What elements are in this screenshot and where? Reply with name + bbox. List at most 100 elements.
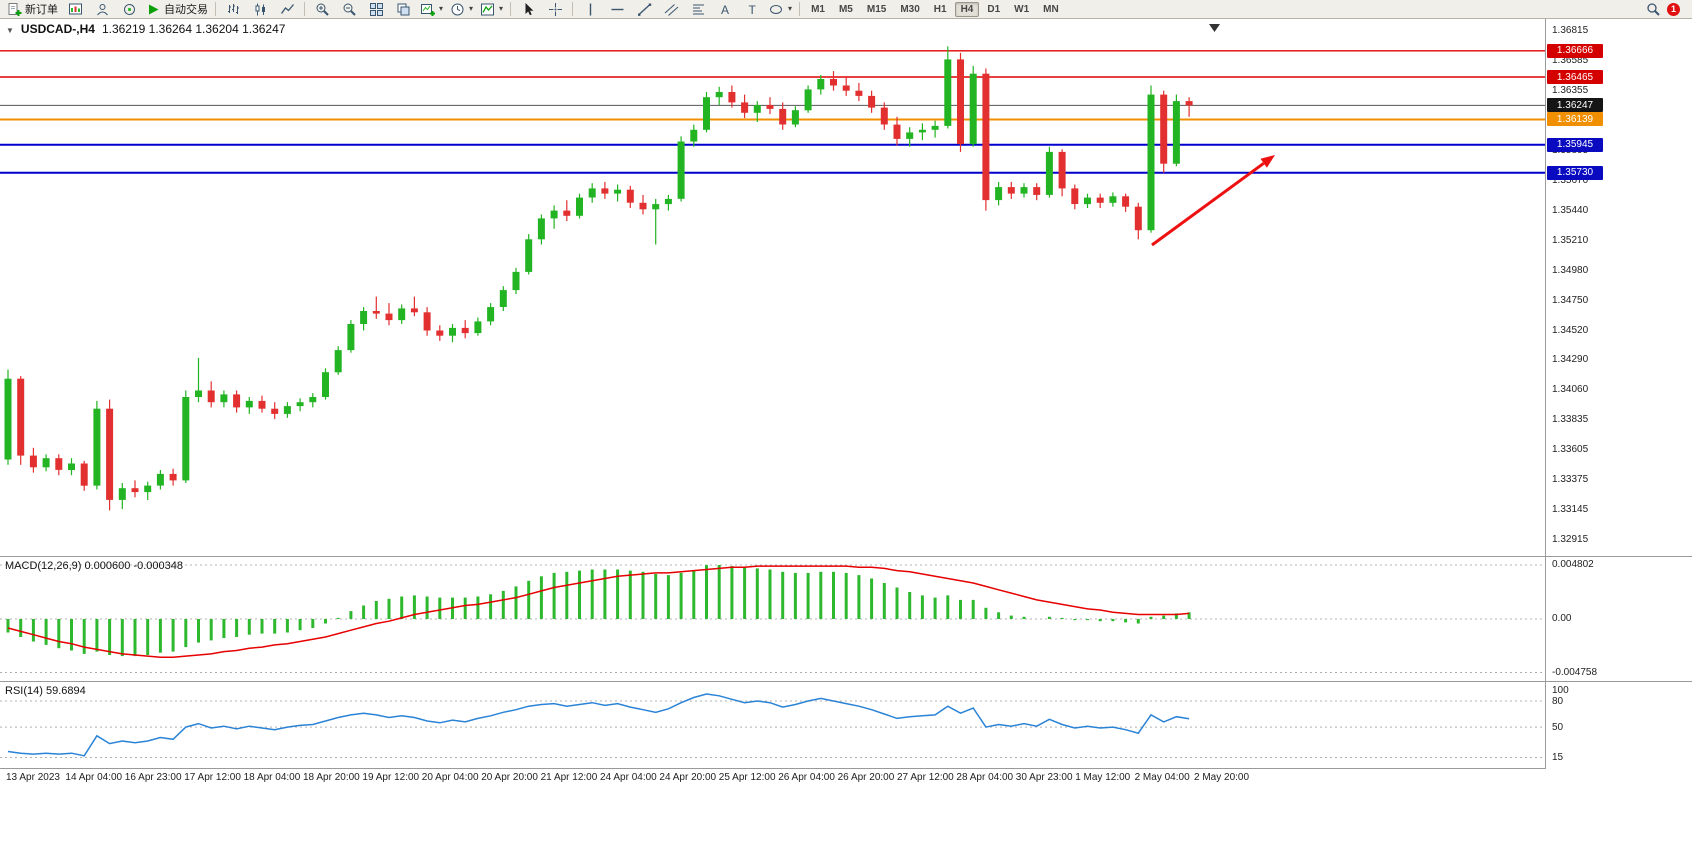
panel-separator[interactable]: [0, 556, 1692, 557]
rsi-axis-label: 100: [1552, 685, 1569, 696]
candlestick-mode-button[interactable]: [247, 0, 273, 19]
candle-body: [969, 73, 977, 145]
vertical-line-tool-button[interactable]: [577, 0, 603, 19]
timeframe-mn-button[interactable]: MN: [1043, 3, 1059, 15]
candle-body: [233, 394, 241, 408]
main-price-chart[interactable]: [0, 19, 1545, 556]
candle-body: [779, 108, 787, 125]
zoom-in-button[interactable]: [309, 0, 335, 19]
shapes-icon: [770, 4, 783, 14]
time-axis-label: 13 Apr 2023: [6, 772, 60, 783]
time-axis-label: 18 Apr 20:00: [303, 772, 360, 783]
indicators-button[interactable]: ▾: [477, 0, 506, 19]
price-axis-label: 1.34290: [1552, 354, 1589, 366]
trend-arrow-annotation[interactable]: [1151, 162, 1265, 247]
text-tool-button[interactable]: A: [712, 0, 738, 19]
candle-body: [106, 408, 114, 500]
macd-axis-label: -0.004758: [1552, 666, 1598, 678]
cursor-tool-button[interactable]: [515, 0, 541, 19]
trend-arrow-head: [1260, 155, 1275, 168]
time-axis-label: 17 Apr 12:00: [184, 772, 241, 783]
chevron-down-icon: ▾: [469, 4, 474, 13]
candle-body: [220, 394, 228, 403]
candle-body: [982, 73, 990, 201]
search-icon: [1646, 2, 1660, 16]
time-axis[interactable]: 13 Apr 2023 14 Apr 04:00 16 Apr 23:00 17 Ap…: [0, 768, 1546, 788]
chart-shift-marker[interactable]: [1209, 24, 1220, 32]
candle-body: [334, 350, 342, 373]
candle-body: [715, 92, 723, 98]
candle-body: [791, 110, 799, 125]
toolbar-separator: [215, 2, 216, 16]
rsi-axis-label: 15: [1552, 752, 1564, 763]
rsi-indicator-panel[interactable]: [0, 682, 1545, 768]
shapes-tool-button[interactable]: ▾: [766, 0, 795, 19]
search-button[interactable]: [1640, 0, 1666, 19]
time-axis-label: 24 Apr 20:00: [659, 772, 717, 783]
crosshair-tool-button[interactable]: [542, 0, 568, 19]
price-axis[interactable]: 1.368151.365851.363551.358951.356701.354…: [1545, 19, 1692, 768]
chart-symbol: USDCAD-,H4: [20, 22, 95, 36]
price-axis-label: 1.34750: [1552, 294, 1589, 306]
candle-body: [322, 372, 329, 397]
tile-windows-button[interactable]: [363, 0, 389, 19]
channel-tool-button[interactable]: [658, 0, 684, 19]
time-axis-label: 27 Apr 12:00: [897, 772, 954, 783]
time-axis-label: 25 Apr 12:00: [718, 772, 776, 783]
candle-body: [423, 312, 431, 331]
sounds-button[interactable]: [116, 0, 142, 19]
timeframe-h1-button[interactable]: H1: [933, 3, 947, 15]
timeframe-m5-button[interactable]: M5: [838, 3, 853, 15]
zoom-out-button[interactable]: [336, 0, 362, 19]
horizontal-line-icon: [611, 8, 624, 10]
timeframe-h4-button[interactable]: H4: [954, 1, 980, 17]
rsi-label: RSI(14) 59.6894: [5, 685, 86, 697]
bar-chart-mode-button[interactable]: [220, 0, 246, 19]
candle-body: [766, 105, 774, 109]
zoom-in-icon: [316, 3, 329, 16]
candle-body: [931, 125, 939, 130]
candle-body: [449, 327, 456, 336]
new-chart-button[interactable]: ▾: [417, 0, 446, 19]
resistance-level-1-label: 1.36666: [1547, 43, 1603, 58]
new-chart-icon: [421, 3, 435, 16]
new-order-button[interactable]: 新订单: [4, 0, 61, 19]
panel-separator[interactable]: [0, 681, 1692, 682]
time-axis-label: 2 May 04:00: [1134, 772, 1190, 783]
line-chart-mode-button[interactable]: [274, 0, 300, 19]
fibonacci-tool-button[interactable]: [685, 0, 711, 19]
candle-body: [156, 473, 164, 486]
autotrade-button[interactable]: 自动交易: [143, 0, 211, 19]
label-tool-button[interactable]: T: [739, 0, 765, 19]
candle-body: [1084, 197, 1091, 205]
candle-body: [207, 390, 215, 403]
timeframe-m15-button[interactable]: M15: [866, 3, 887, 15]
resistance-level-2-label: 1.36465: [1547, 70, 1603, 84]
time-axis-label: 14 Apr 04:00: [65, 772, 123, 783]
horizontal-line-tool-button[interactable]: [604, 0, 630, 19]
notification-badge[interactable]: 1: [1667, 2, 1680, 16]
timeframe-m30-button[interactable]: M30: [900, 3, 920, 15]
time-axis-label: 26 Apr 04:00: [778, 772, 835, 783]
support-level-1-label: 1.35945: [1547, 137, 1603, 152]
timeframe-d1-button[interactable]: D1: [987, 3, 1001, 15]
periods-button[interactable]: ▾: [447, 0, 476, 19]
profiles-button[interactable]: [89, 0, 115, 19]
trendline-tool-button[interactable]: [631, 0, 657, 19]
cascade-windows-button[interactable]: [390, 0, 416, 19]
cascade-windows-icon: [397, 3, 409, 15]
timeframe-w1-button[interactable]: W1: [1014, 3, 1030, 15]
candle-body: [296, 402, 304, 407]
candle-body: [753, 105, 761, 113]
candle-body: [68, 463, 75, 470]
candle-body: [550, 210, 558, 219]
market-watch-button[interactable]: [62, 0, 88, 19]
orange-level-label: 1.36139: [1547, 112, 1603, 127]
price-axis-label: 1.34060: [1552, 384, 1589, 396]
timeframe-m1-button[interactable]: M1: [811, 3, 825, 15]
candle-body: [563, 210, 571, 216]
price-axis-label: 1.36585: [1552, 55, 1589, 67]
candle-body: [245, 400, 253, 408]
macd-indicator-panel[interactable]: [0, 557, 1545, 681]
candle-body: [703, 97, 710, 130]
